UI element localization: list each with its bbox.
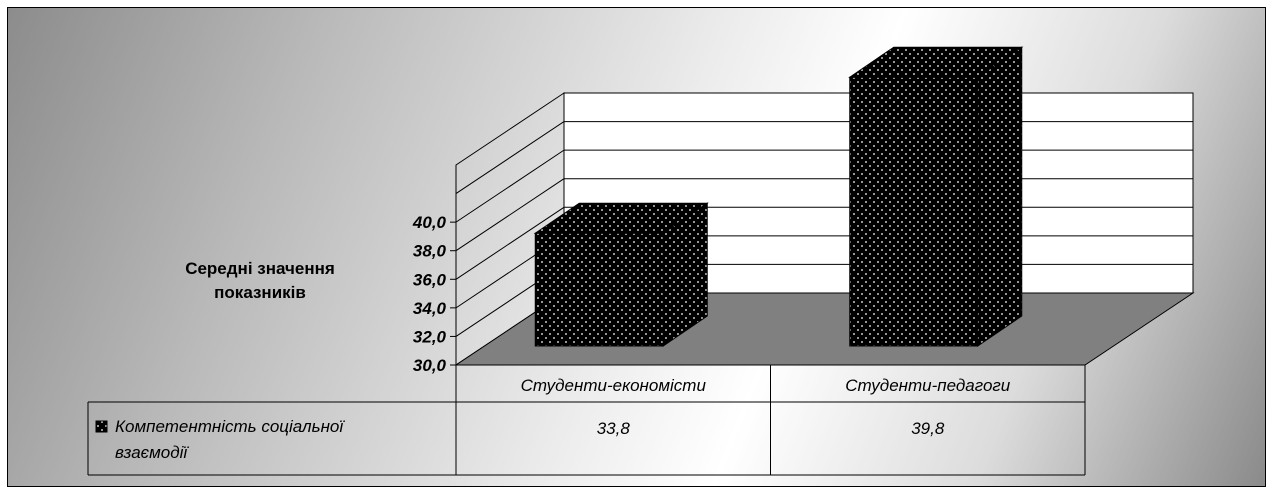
y-tick-label: 38,0 bbox=[413, 242, 447, 261]
data-table: Студенти-економісти Студенти-педагоги 33,8… bbox=[87, 364, 1086, 476]
gridline-side bbox=[455, 206, 565, 280]
y-tick-label: 40,0 bbox=[412, 213, 447, 232]
bar-front bbox=[534, 232, 664, 347]
gridline-side bbox=[455, 149, 565, 223]
y-tick-label: 32,0 bbox=[413, 327, 447, 346]
bar-front bbox=[849, 76, 979, 347]
bar-side bbox=[977, 46, 1023, 347]
category-label: Студенти-педагоги bbox=[845, 376, 1011, 395]
bar-side bbox=[662, 202, 708, 347]
category-label: Студенти-економісти bbox=[521, 376, 707, 395]
y-axis: 30,0 32,0 34,0 36,0 38,0 40,0 bbox=[412, 213, 457, 375]
y-tick-label: 36,0 bbox=[413, 270, 447, 289]
data-label: 39,8 bbox=[911, 419, 945, 438]
legend-label-line-2: взаємодії bbox=[115, 443, 189, 462]
chart-area: 30,0 32,0 34,0 36,0 38,0 40,0 Студенти-економ… bbox=[7, 7, 1266, 487]
chart-bars bbox=[533, 46, 1024, 347]
gridline-side bbox=[455, 121, 565, 194]
chart-svg: 30,0 32,0 34,0 36,0 38,0 40,0 Студенти-економ… bbox=[87, 46, 1195, 476]
y-axis-label-line-2: показників bbox=[214, 283, 306, 302]
bar bbox=[533, 202, 709, 347]
legend-label-line-1: Компетентність соціальної bbox=[115, 417, 345, 436]
y-tick-label: 34,0 bbox=[413, 299, 447, 318]
legend-key bbox=[95, 420, 108, 433]
y-axis-label-line-1: Середні значення bbox=[185, 259, 335, 278]
gridline-side bbox=[455, 178, 565, 252]
y-tick-label: 30,0 bbox=[413, 356, 447, 375]
data-label: 33,8 bbox=[597, 419, 631, 438]
bar bbox=[848, 46, 1024, 347]
